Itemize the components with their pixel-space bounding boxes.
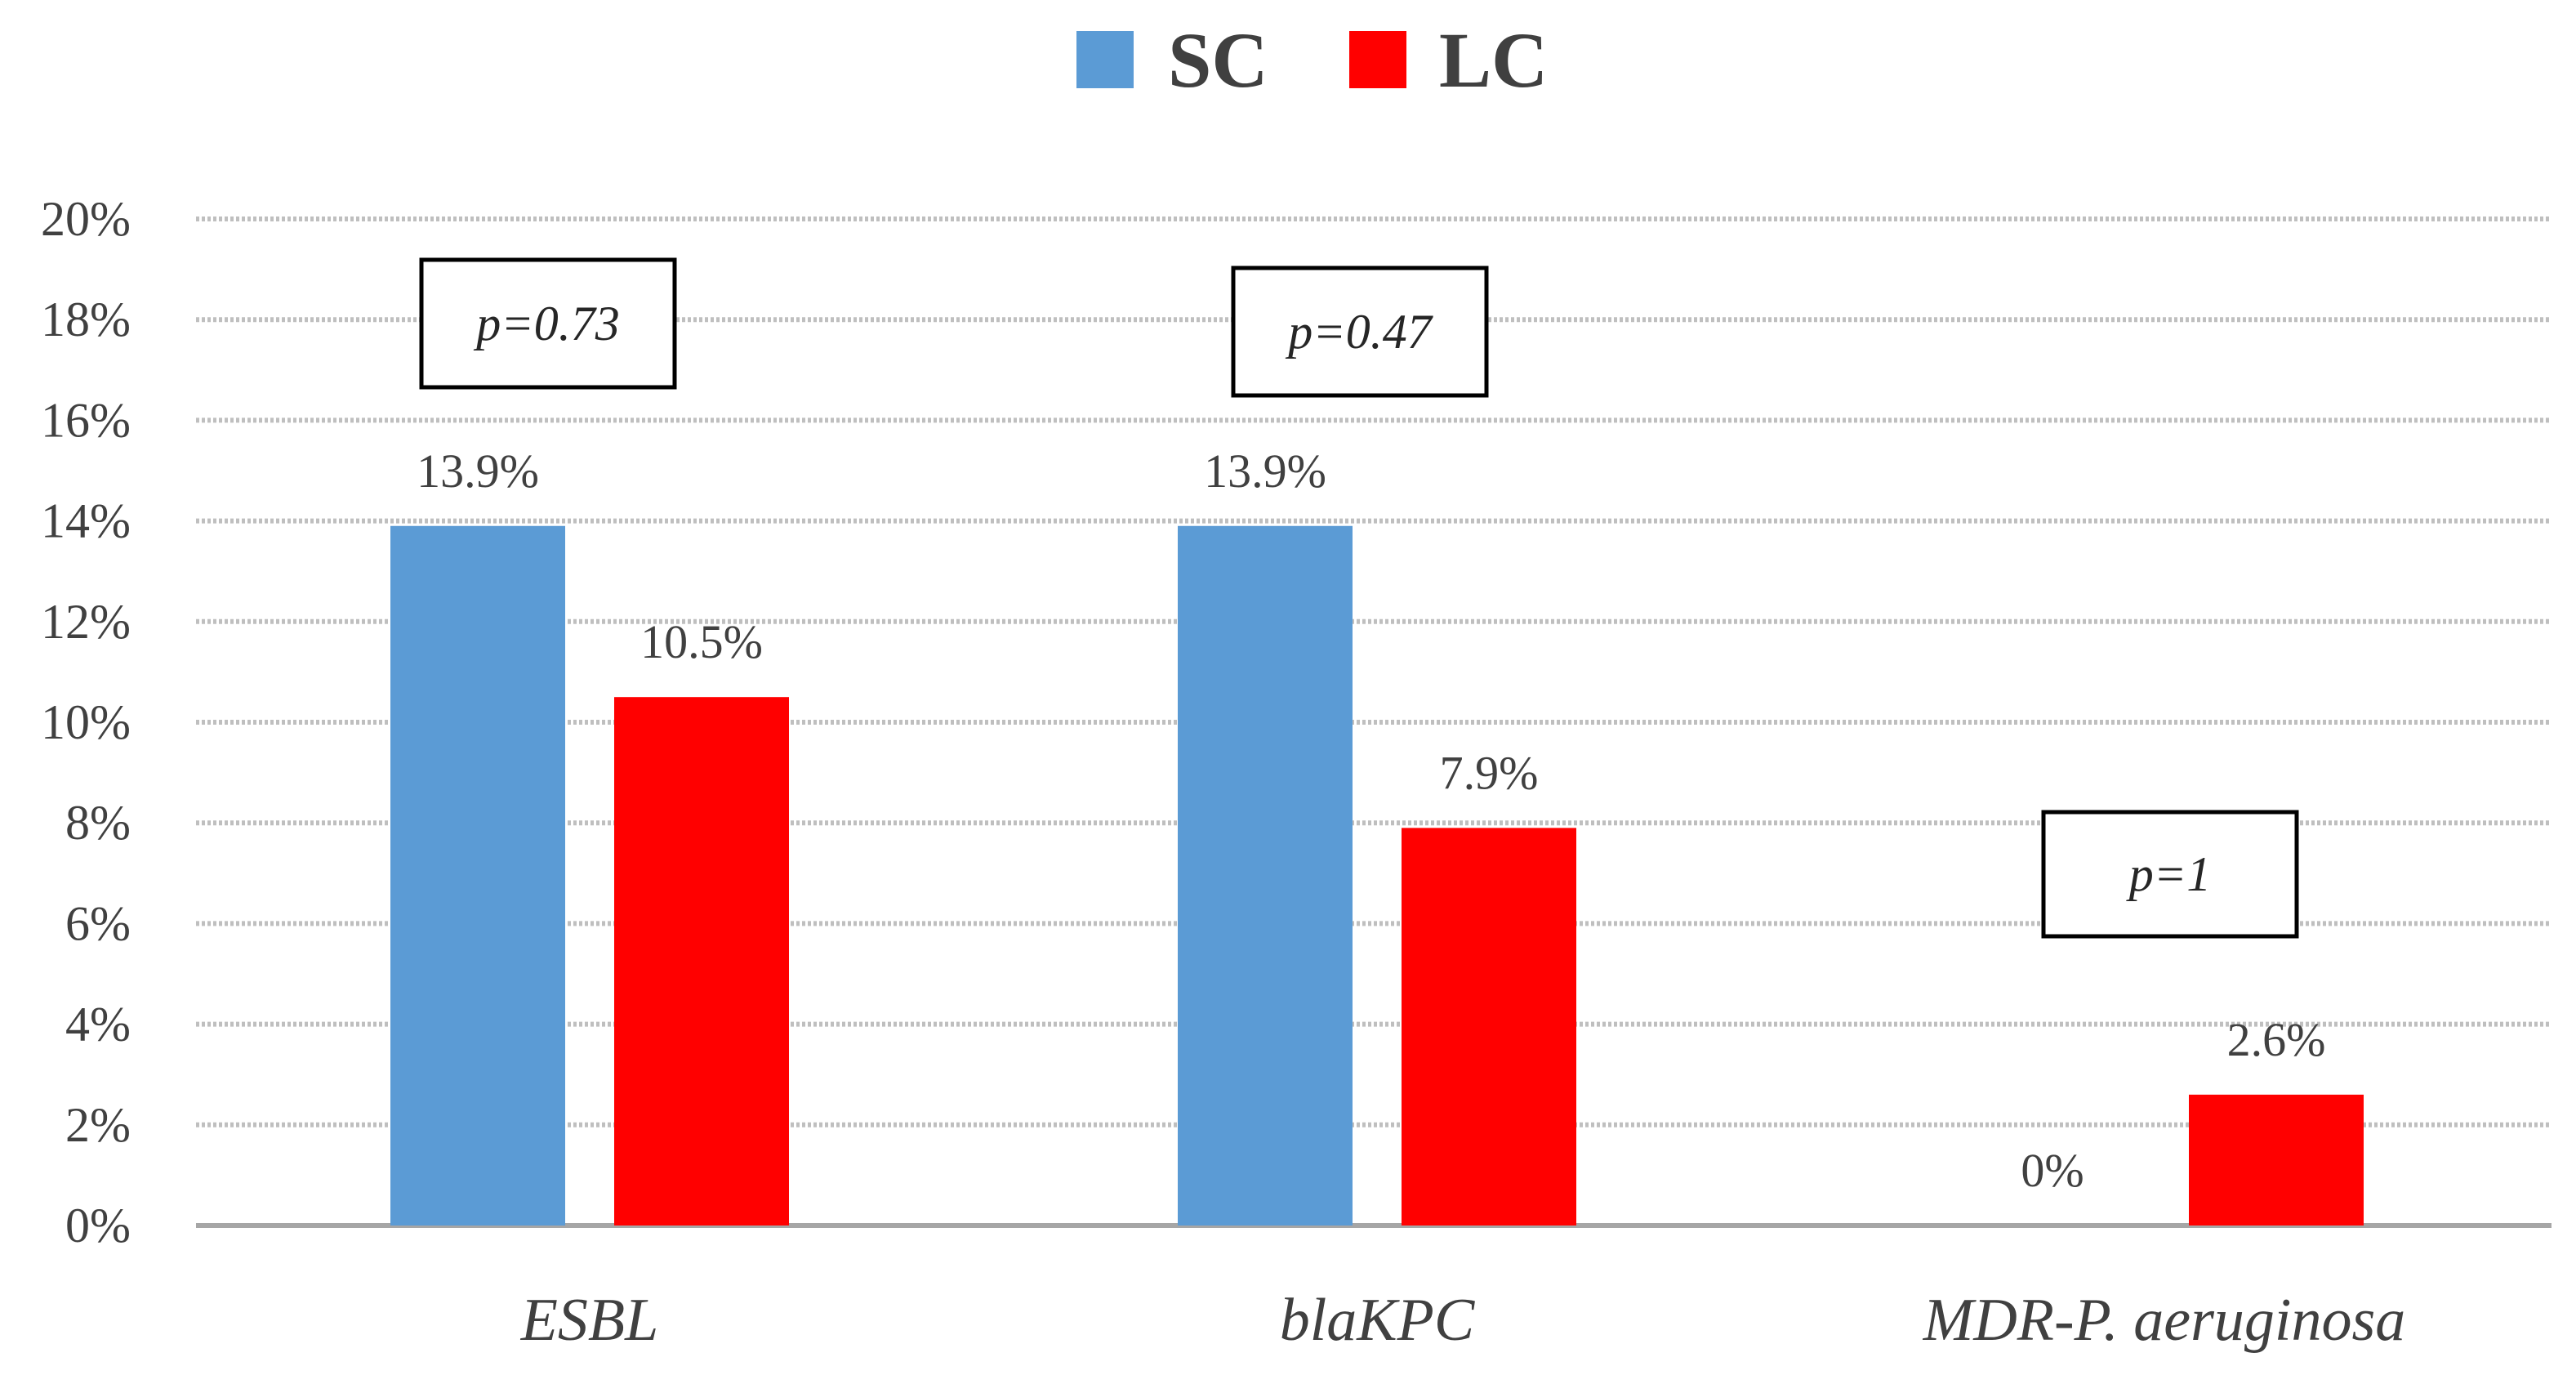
bar-lc-0 [614,697,789,1226]
p-value-box-2 [2041,810,2299,939]
bar-sc-0 [390,525,565,1226]
category-label-2: MDR-P. aeruginosa [1923,1287,2406,1354]
legend-swatch-sc [1076,31,1134,88]
y-axis-ticks: 0% 2% 4% 6% 8% 10% 12% 14% 16% 18% 20% [41,192,131,1252]
legend: SC LC [1076,16,1548,104]
legend-label-lc: LC [1439,16,1548,104]
category-labels: ESBL blaKPC MDR-P. aeruginosa [520,1287,2406,1354]
y-tick-label-18: 18% [41,292,131,346]
bar-lc-2 [2189,1094,2364,1226]
p-value-box-1 [1231,266,1489,398]
p-value-boxes: p=0.73 p=0.47 p=1 [419,257,2299,939]
bar-lc-1 [1402,828,1576,1226]
p-value-box-0 [419,257,677,390]
y-tick-label-12: 12% [41,595,131,649]
bar-sc-1 [1178,525,1353,1226]
category-label-1: blaKPC [1280,1287,1476,1354]
y-tick-label-20: 20% [41,192,131,246]
data-label-lc-1: 7.9% [1440,746,1539,799]
legend-label-sc: SC [1168,16,1268,104]
data-label-sc-0: 13.9% [417,444,539,498]
y-tick-label-8: 8% [65,796,131,850]
p-value-text-2: p=1 [2126,847,2212,901]
y-tick-label-4: 4% [65,998,131,1051]
data-label-lc-2: 2.6% [2227,1013,2326,1066]
data-label-lc-0: 10.5% [640,615,763,668]
bars [390,525,2364,1226]
gridlines [196,217,2551,1228]
y-tick-label-0: 0% [65,1199,131,1252]
category-label-0: ESBL [520,1287,659,1354]
p-value-text-1: p=0.47 [1285,305,1433,359]
y-tick-label-6: 6% [65,896,131,950]
y-tick-label-10: 10% [41,695,131,749]
data-label-sc-2: 0% [2021,1144,2084,1197]
y-tick-label-14: 14% [41,494,131,548]
y-tick-label-16: 16% [41,393,131,447]
data-labels: 13.9% 10.5% 13.9% 7.9% 0% 2.6% [417,444,2325,1197]
data-label-sc-1: 13.9% [1204,444,1326,498]
y-tick-label-2: 2% [65,1098,131,1152]
p-value-text-0: p=0.73 [473,297,620,350]
legend-swatch-lc [1349,31,1406,88]
